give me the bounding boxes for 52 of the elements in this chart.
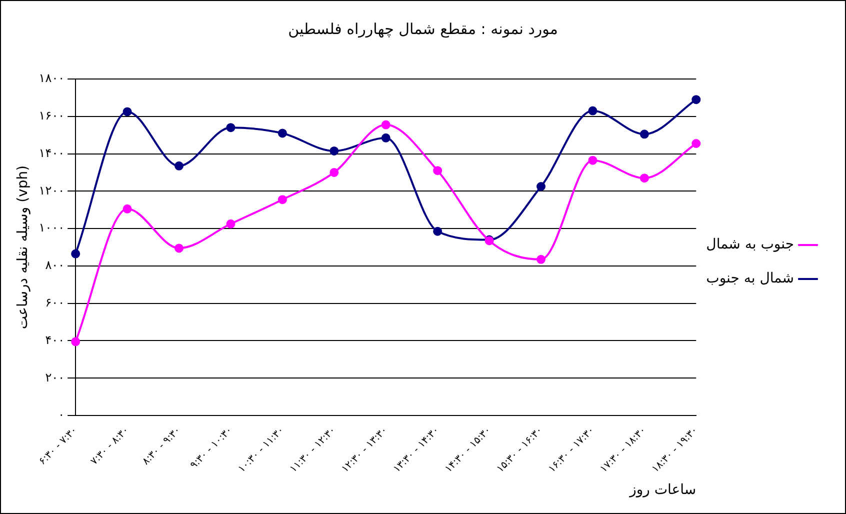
point [536,254,546,264]
legend-label: جنوب به شمال [706,236,794,253]
chart-title: مورد نمونه : مقطع شمال چهارراه فلسطین [288,20,558,38]
point [71,337,80,346]
point [381,120,390,130]
y-tick-label: ۱۶۰۰ [38,108,65,123]
y-axis-title: وسیله نقلیه درساعت (vph) [15,165,32,330]
x-tick-label: ۱۸:۳۰ - ۱۹:۳۰ [650,424,700,475]
y-tick-label: ۴۰۰ [45,332,65,347]
point [536,182,546,191]
point [692,95,701,104]
point [330,168,339,177]
x-tick-label: ۹:۳۰ - ۱۰:۳۰ [188,424,235,472]
x-tick-label: ۱۷:۳۰ - ۱۸:۳۰ [598,424,648,475]
y-tick-label: ۸۰۰ [45,258,65,272]
x-tick-label: ۱۵:۳۰ - ۱۶:۳۰ [494,424,545,475]
point [588,106,598,116]
legend-label: شمال به جنوب [706,270,794,287]
point [640,130,649,139]
point [226,219,236,228]
x-tick-label: ۱۲:۳۰ - ۱۳:۳۰ [340,424,390,475]
x-axis-title: ساعات روز [628,482,696,498]
point [122,204,132,214]
y-tick-label: ۱۰۰۰ [38,220,65,235]
point [226,123,236,132]
y-tick-label: ۶۰۰ [45,295,65,310]
point [122,107,132,116]
point [692,139,701,148]
point [174,161,184,170]
y-tick-label: ۱۲۰۰ [38,183,65,198]
x-tick-label: ۶:۳۰ - ۷:۳۰ [37,424,80,468]
x-tick-label: ۱۰:۳۰ - ۱۱:۳۰ [236,424,286,475]
point [330,146,339,156]
x-tick-label: ۱۴:۳۰ - ۱۵:۳۰ [443,424,494,475]
point [174,244,184,253]
x-tick-label: ۱۶:۳۰ - ۱۷:۳۰ [546,424,597,475]
point [433,226,442,236]
x-tick-label: ۷:۳۰ - ۸:۳۰ [88,424,132,468]
x-tick-label: ۱۳:۳۰ - ۱۴:۳۰ [392,424,442,475]
point [588,156,598,165]
y-tick-label: ۲۰۰ [45,370,65,384]
point [381,133,390,142]
x-tick-label: ۱۱:۳۰ - ۱۲:۳۰ [288,424,338,475]
point [278,128,287,138]
point [278,195,287,204]
point [433,166,442,176]
y-tick-label: ۰ [58,408,65,422]
y-tick-label: ۱۴۰۰ [38,146,65,160]
point [640,174,649,183]
x-tick-label: ۸:۳۰ - ۹:۳۰ [140,424,183,468]
y-tick-label: ۱۸۰۰ [38,71,65,86]
point [71,249,80,258]
